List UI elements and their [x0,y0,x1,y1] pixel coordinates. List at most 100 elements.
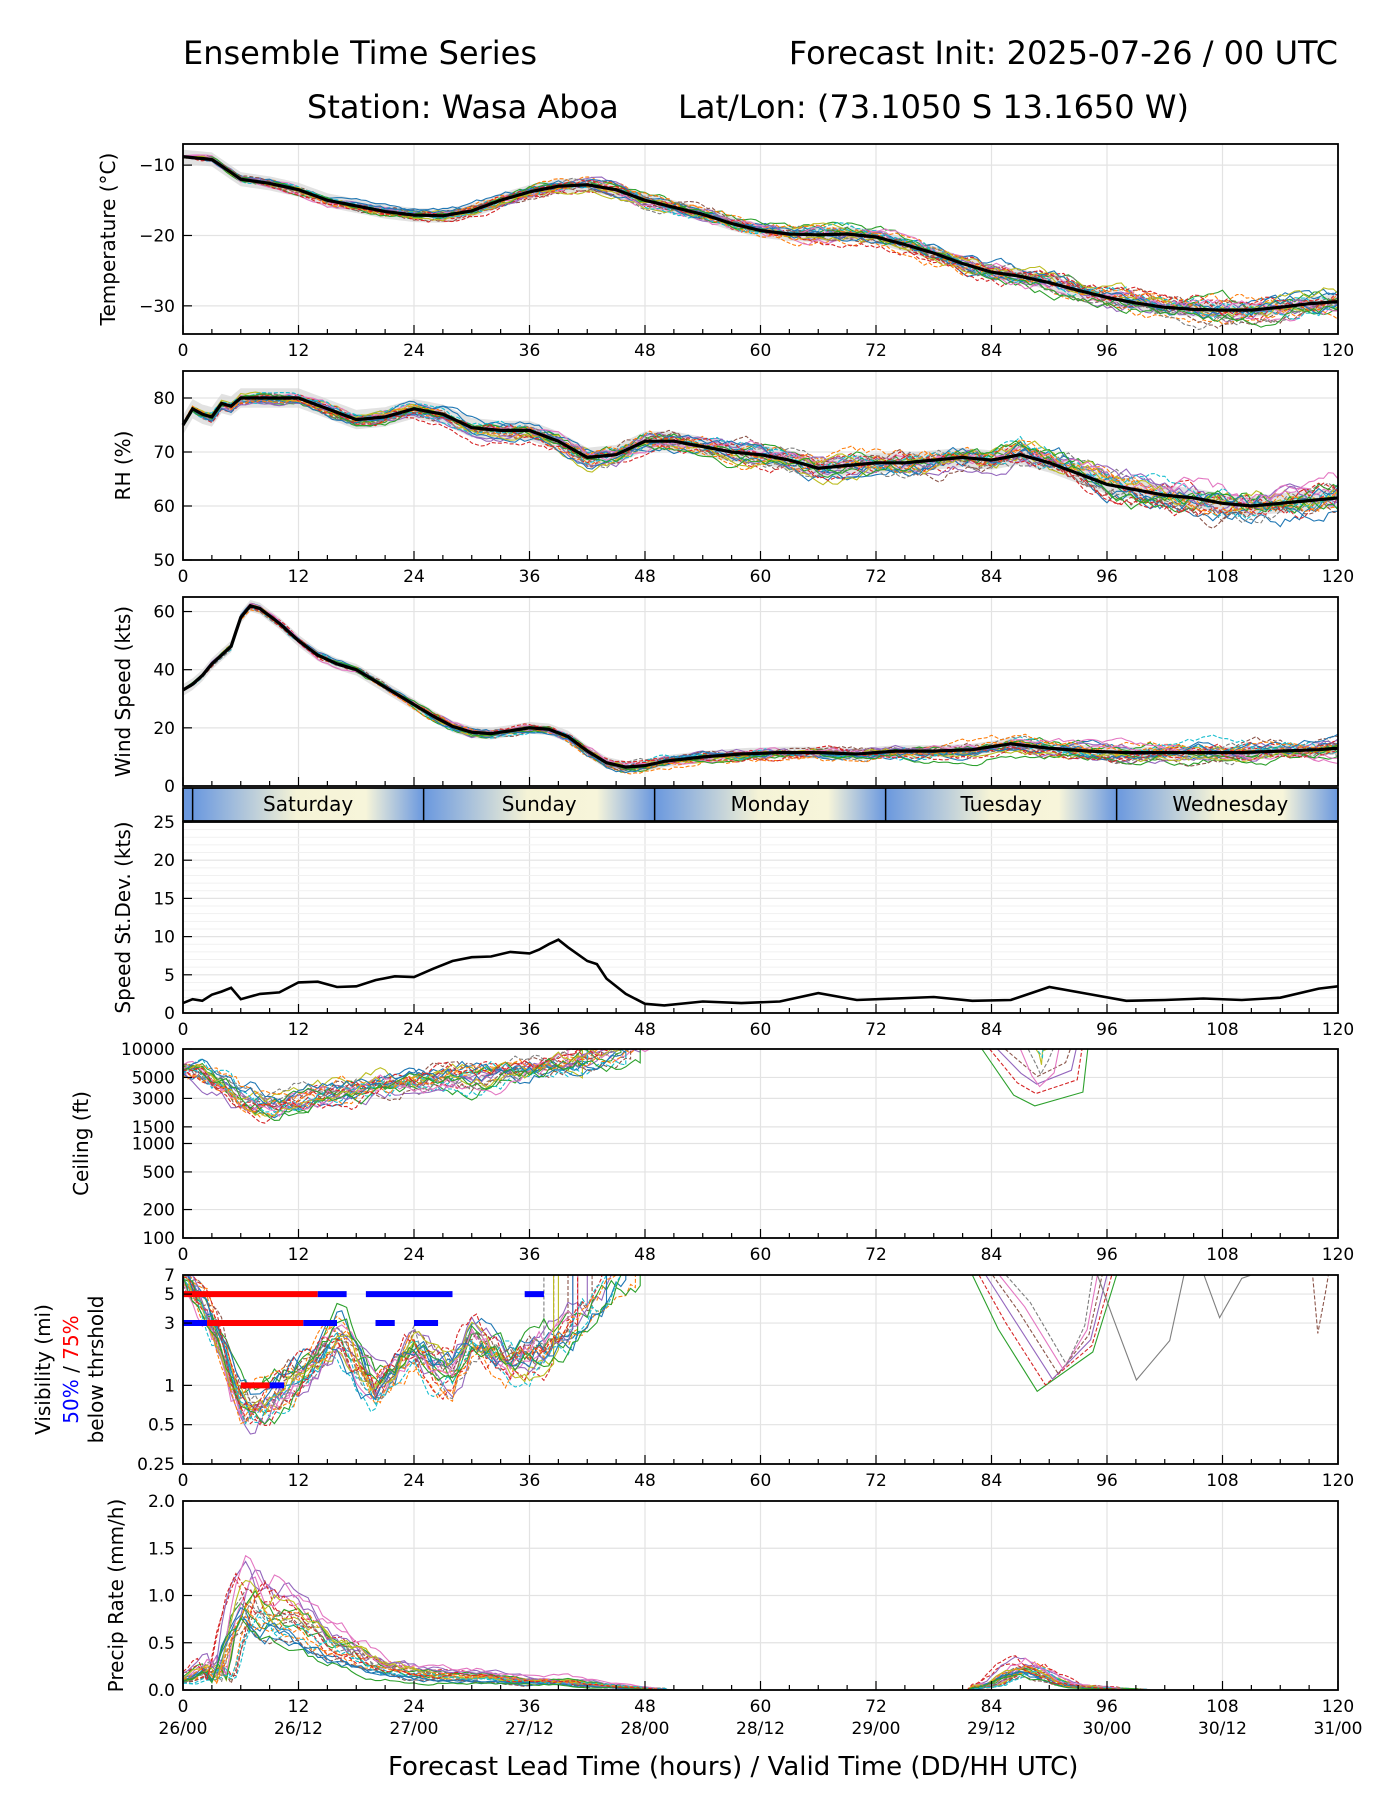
wind_speed-axes: 0 20 40 60 [153,596,1339,797]
temperature-axes: 0 12 24 36 48 60 72 84 96 108 120 −30 −20 −10 [139,143,1354,361]
y-tick-label: 3000 [132,1089,175,1109]
ceiling-panel [182,1048,1339,1239]
wind_speed-mean-line [182,603,1339,769]
valid-time-label: 30/12 [1198,1719,1247,1739]
wind_speed-series [182,599,1339,775]
x-tick-label: 60 [750,341,772,361]
member-line [1309,1274,1329,1334]
y-tick-label: 7 [164,1266,175,1286]
x-tick-label: 24 [403,567,425,587]
x-tick-label: 96 [1096,1697,1118,1717]
x-tick-label: 0 [178,1020,189,1040]
member-line [182,1572,1338,1691]
x-axis-label: Forecast Lead Time (hours) / Valid Time … [388,1752,1079,1782]
y-tick-label: 25 [153,813,175,833]
member-line [182,399,1339,511]
y-tick-label: 0 [164,1004,175,1024]
member-line [182,1049,583,1114]
member-line [182,1275,641,1425]
member-line [992,1274,1103,1375]
valid-time-label: 26/12 [274,1719,323,1739]
x-tick-label: 24 [403,341,425,361]
y-tick-label: −20 [139,226,175,246]
threshold-legend-part: 75% [59,1315,83,1359]
y-tick-label: 5000 [132,1068,175,1088]
day-label: Saturday [263,792,353,816]
x-tick-label: 84 [981,1471,1003,1491]
y-tick-label: 20 [153,719,175,739]
stdev-line [182,938,1339,1007]
member-line [182,156,1339,331]
x-tick-label: 60 [750,567,772,587]
x-tick-label: 0 [178,1471,189,1491]
member-line [183,1274,608,1401]
x-tick-label: 72 [865,341,887,361]
x-tick-label: 60 [750,1020,772,1040]
valid-time-label: 28/12 [736,1719,785,1739]
x-tick-label: 36 [519,1697,541,1717]
x-tick-label: 120 [1322,341,1354,361]
valid-time-label: 26/00 [159,1719,208,1739]
threshold-legend-part: / [59,1360,83,1379]
x-tick-label: 36 [519,1245,541,1265]
member-line [182,1048,646,1117]
member-line [182,1274,612,1416]
x-tick-label: 96 [1096,1245,1118,1265]
member-line [182,1049,641,1121]
visibility-panel [182,1274,1339,1465]
x-tick-label: 84 [981,1020,1003,1040]
member-line [182,1274,555,1409]
x-tick-label: 12 [288,1020,310,1040]
y-tick-label: 2.0 [148,1492,175,1512]
stdev-ylabel: Speed St.Dev. (kts) [111,821,135,1013]
x-tick-label: 84 [981,567,1003,587]
x-tick-label: 96 [1096,341,1118,361]
member-line [1005,1274,1094,1366]
x-tick-label: 108 [1206,1245,1238,1265]
y-tick-label: 100 [143,1229,175,1249]
x-tick-label: 36 [519,1471,541,1491]
valid-time-label: 27/00 [390,1719,439,1739]
relative_humidity-axes: 0 12 24 36 48 60 72 84 96 108 120 50 60 70 80 [153,370,1354,587]
y-tick-label: 1000 [132,1135,175,1155]
latlon-label: Lat/Lon: (73.1050 S 13.1650 W) [678,88,1189,126]
x-tick-label: 48 [634,1697,656,1717]
x-tick-label: 48 [634,567,656,587]
chart-title: Ensemble Time Series [183,34,537,72]
speed_stdev-panel [182,821,1339,1014]
x-tick-label: 12 [288,1697,310,1717]
day-band-cell [1116,788,1338,821]
x-tick-label: 96 [1096,1471,1118,1491]
y-tick-label: 200 [143,1201,175,1221]
x-tick-label: 72 [865,567,887,587]
x-tick-label: 120 [1322,1471,1354,1491]
member-line [182,1049,627,1114]
x-tick-label: 48 [634,341,656,361]
x-tick-label: 108 [1206,341,1238,361]
y-tick-label: 1500 [132,1118,175,1138]
day-label: Monday [731,792,810,816]
ceiling-axes: 0 12 24 36 48 60 72 84 96 108 120 100 200 500 10001500… [121,1040,1354,1265]
x-tick-label: 0 [178,341,189,361]
day-label: Tuesday [959,792,1042,816]
x-tick-label: 108 [1206,567,1238,587]
member-line [183,1274,555,1427]
y-tick-label: 500 [143,1163,175,1183]
temperature-mean-line [182,155,1339,312]
x-tick-label: 84 [981,1697,1003,1717]
relative_humidity-panel [182,371,1339,561]
x-tick-label: 72 [865,1471,887,1491]
x-tick-label: 48 [634,1020,656,1040]
temperature-series [182,149,1339,331]
member-line [182,155,1339,317]
member-line [1004,1048,1071,1078]
y-tick-label: 60 [153,603,175,623]
x-tick-label: 60 [750,1245,772,1265]
x-tick-label: 36 [519,341,541,361]
member-line [182,606,1339,768]
visibility-threshold-note: below thrshold [84,1296,108,1444]
visibility-ylabel: Visibility (mi) [31,1304,55,1435]
x-tick-label: 72 [865,1020,887,1040]
member-line [1019,1048,1060,1088]
